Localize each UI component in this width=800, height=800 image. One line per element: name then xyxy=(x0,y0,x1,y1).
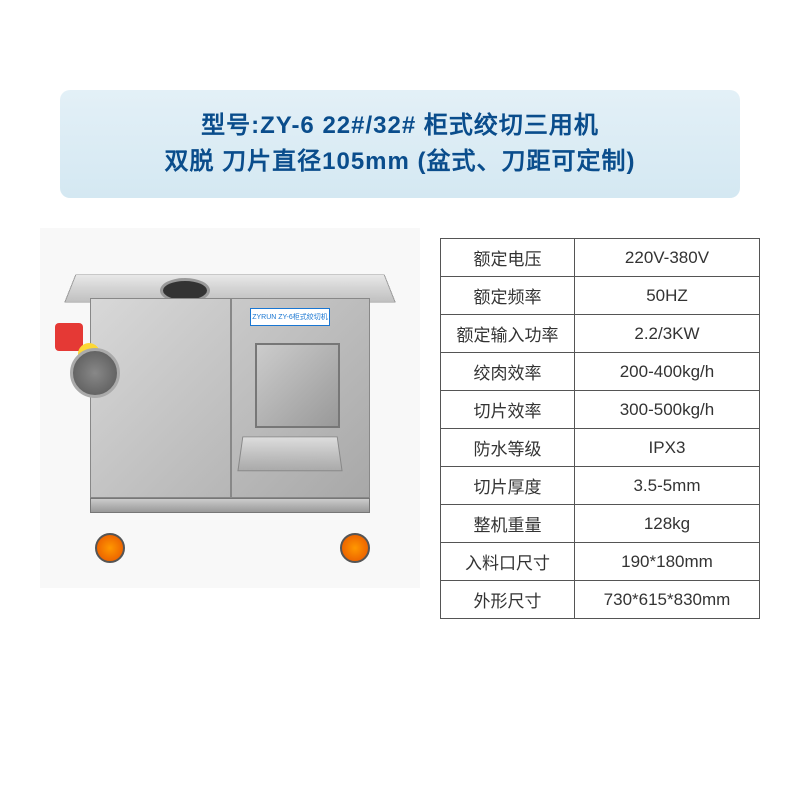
content-row: ZYRUN ZY-6柜式绞切机 额定电压220V-380V额定频率50HZ额定输… xyxy=(40,228,760,619)
caster-wheel-icon xyxy=(340,533,370,563)
spec-label: 绞肉效率 xyxy=(441,353,575,391)
spec-table: 额定电压220V-380V额定频率50HZ额定输入功率2.2/3KW绞肉效率20… xyxy=(440,238,760,619)
spec-value: 200-400kg/h xyxy=(574,353,759,391)
table-row: 切片厚度3.5-5mm xyxy=(441,467,760,505)
spec-value: IPX3 xyxy=(574,429,759,467)
spec-value: 300-500kg/h xyxy=(574,391,759,429)
title-line-2: 双脱 刀片直径105mm (盆式、刀距可定制) xyxy=(80,144,720,180)
output-tray xyxy=(237,437,342,472)
spec-value: 128kg xyxy=(574,505,759,543)
title-line-1: 型号:ZY-6 22#/32# 柜式绞切三用机 xyxy=(80,108,720,144)
table-row: 切片效率300-500kg/h xyxy=(441,391,760,429)
table-row: 外形尺寸730*615*830mm xyxy=(441,581,760,619)
spec-label: 切片厚度 xyxy=(441,467,575,505)
spec-label: 入料口尺寸 xyxy=(441,543,575,581)
spec-value: 3.5-5mm xyxy=(574,467,759,505)
spec-value: 220V-380V xyxy=(574,239,759,277)
table-row: 绞肉效率200-400kg/h xyxy=(441,353,760,391)
stop-button-icon xyxy=(55,323,83,351)
table-row: 入料口尺寸190*180mm xyxy=(441,543,760,581)
table-row: 防水等级IPX3 xyxy=(441,429,760,467)
title-banner: 型号:ZY-6 22#/32# 柜式绞切三用机 双脱 刀片直径105mm (盆式… xyxy=(60,90,740,198)
spec-value: 2.2/3KW xyxy=(574,315,759,353)
spec-label: 额定输入功率 xyxy=(441,315,575,353)
slicer-panel xyxy=(255,343,340,428)
spec-label: 额定频率 xyxy=(441,277,575,315)
table-row: 额定频率50HZ xyxy=(441,277,760,315)
spec-label: 整机重量 xyxy=(441,505,575,543)
spec-label: 外形尺寸 xyxy=(441,581,575,619)
table-row: 额定电压220V-380V xyxy=(441,239,760,277)
bottom-shelf xyxy=(90,498,370,513)
product-image: ZYRUN ZY-6柜式绞切机 xyxy=(40,228,420,588)
grinder-outlet xyxy=(70,348,120,398)
spec-value: 190*180mm xyxy=(574,543,759,581)
spec-label: 额定电压 xyxy=(441,239,575,277)
spec-value: 730*615*830mm xyxy=(574,581,759,619)
machine-illustration: ZYRUN ZY-6柜式绞切机 xyxy=(60,248,400,568)
brand-label: ZYRUN ZY-6柜式绞切机 xyxy=(250,308,330,326)
table-row: 额定输入功率2.2/3KW xyxy=(441,315,760,353)
spec-label: 切片效率 xyxy=(441,391,575,429)
spec-value: 50HZ xyxy=(574,277,759,315)
caster-wheel-icon xyxy=(95,533,125,563)
spec-label: 防水等级 xyxy=(441,429,575,467)
table-row: 整机重量128kg xyxy=(441,505,760,543)
